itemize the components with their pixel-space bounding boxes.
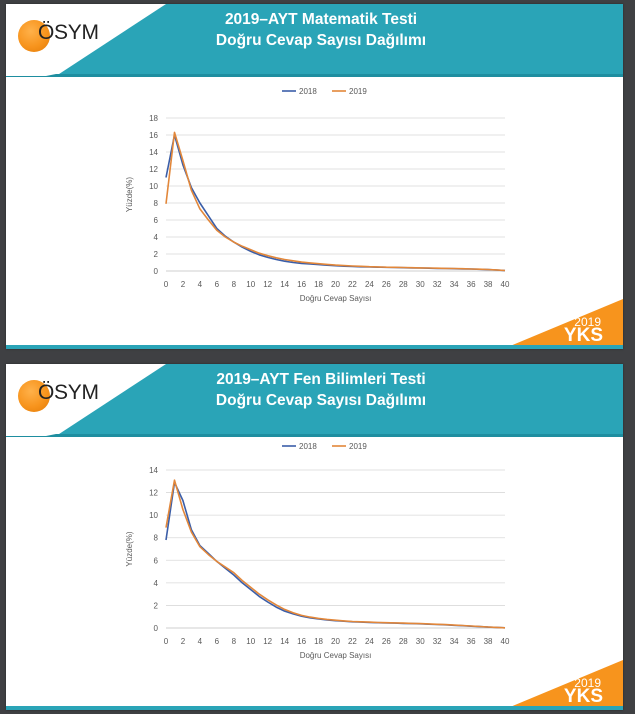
x-axis-title: Doğru Cevap Sayısı	[300, 294, 372, 303]
x-tick-label: 8	[232, 637, 237, 646]
x-tick-label: 26	[382, 280, 391, 289]
slide-title-line1: 2019–AYT Matematik Testi	[224, 11, 418, 28]
y-tick-label: 6	[154, 556, 159, 565]
x-tick-label: 34	[450, 280, 459, 289]
y-tick-label: 8	[154, 199, 159, 208]
x-axis-title: Doğru Cevap Sayısı	[300, 651, 372, 660]
x-tick-label: 38	[484, 280, 493, 289]
x-tick-label: 10	[246, 637, 255, 646]
y-tick-label: 14	[149, 466, 158, 475]
y-tick-label: 12	[149, 489, 158, 498]
x-tick-label: 32	[433, 637, 442, 646]
x-tick-label: 14	[280, 637, 289, 646]
y-tick-label: 2	[154, 601, 159, 610]
x-tick-label: 20	[331, 280, 340, 289]
x-tick-label: 40	[501, 637, 510, 646]
x-tick-label: 2	[181, 280, 186, 289]
x-tick-label: 36	[467, 280, 476, 289]
legend-label-2019: 2019	[349, 87, 367, 96]
x-tick-label: 26	[382, 637, 391, 646]
x-tick-label: 14	[280, 280, 289, 289]
x-tick-label: 6	[215, 637, 220, 646]
yks-badge-text: YKS	[563, 325, 603, 346]
legend-label-2018: 2018	[299, 87, 317, 96]
x-tick-label: 12	[263, 637, 272, 646]
y-tick-label: 4	[154, 233, 159, 242]
y-tick-label: 0	[154, 267, 159, 276]
osym-logo-text: ÖSYM	[38, 21, 99, 44]
yks-badge-text: YKS	[563, 686, 603, 707]
osym-logo-text: ÖSYM	[38, 381, 99, 404]
x-tick-label: 36	[467, 637, 476, 646]
x-tick-label: 8	[232, 280, 237, 289]
x-tick-label: 0	[164, 637, 169, 646]
slide-title-line2: Doğru Cevap Sayısı Dağılımı	[215, 32, 427, 49]
osym-logo: ÖSYM	[18, 378, 118, 412]
x-tick-label: 4	[198, 637, 203, 646]
x-tick-label: 10	[246, 280, 255, 289]
y-tick-label: 12	[149, 165, 158, 174]
x-tick-label: 32	[433, 280, 442, 289]
x-tick-label: 20	[331, 637, 340, 646]
x-tick-label: 24	[365, 637, 374, 646]
x-tick-label: 30	[416, 280, 425, 289]
bottom-bar	[6, 345, 623, 349]
x-tick-label: 16	[297, 637, 306, 646]
y-tick-label: 14	[149, 148, 158, 157]
yks-badge-year: 2019	[574, 676, 601, 690]
osym-logo: ÖSYM	[18, 18, 118, 52]
x-tick-label: 2	[181, 637, 186, 646]
x-tick-label: 0	[164, 280, 169, 289]
series-line-2019	[165, 479, 506, 629]
x-tick-label: 30	[416, 637, 425, 646]
x-tick-label: 40	[501, 280, 510, 289]
y-tick-label: 4	[154, 579, 159, 588]
header-banner	[6, 364, 623, 437]
x-tick-label: 24	[365, 280, 374, 289]
x-tick-label: 6	[215, 280, 220, 289]
x-tick-label: 28	[399, 280, 408, 289]
y-tick-label: 6	[154, 216, 159, 225]
y-axis-title: Yüzde(%)	[125, 177, 134, 212]
y-tick-label: 0	[154, 624, 159, 633]
y-tick-label: 10	[149, 511, 158, 520]
y-tick-label: 10	[149, 182, 158, 191]
x-tick-label: 18	[314, 637, 323, 646]
osym-logo-circle	[18, 20, 50, 52]
osym-logo-circle	[18, 380, 50, 412]
y-tick-label: 8	[154, 534, 159, 543]
yks-badge-year: 2019	[574, 315, 601, 329]
legend-label-2018: 2018	[299, 442, 317, 451]
x-tick-label: 34	[450, 637, 459, 646]
y-tick-label: 16	[149, 131, 158, 140]
y-tick-label: 2	[154, 250, 159, 259]
x-tick-label: 12	[263, 280, 272, 289]
x-tick-label: 18	[314, 280, 323, 289]
x-tick-label: 16	[297, 280, 306, 289]
slide-matematik: ÖSYM 2019–AYT Matematik Testi Doğru Ceva…	[6, 4, 623, 349]
slide-fen-bilimleri: ÖSYM 2019–AYT Fen Bilimleri Testi Doğru …	[6, 364, 623, 710]
x-tick-label: 4	[198, 280, 203, 289]
y-tick-label: 18	[149, 114, 158, 123]
series-line-2018	[165, 481, 506, 629]
yks-badge-bg	[503, 299, 623, 349]
x-tick-label: 28	[399, 637, 408, 646]
yks-badge-bg	[503, 660, 623, 710]
y-axis-title: Yüzde(%)	[125, 531, 134, 566]
series-line-2019	[165, 131, 506, 272]
bottom-bar	[6, 706, 623, 710]
legend-label-2019: 2019	[349, 442, 367, 451]
slide-title-line1: 2019–AYT Fen Bilimleri Testi	[216, 371, 426, 388]
x-tick-label: 38	[484, 637, 493, 646]
x-tick-label: 22	[348, 637, 357, 646]
slide-title-line2: Doğru Cevap Sayısı Dağılımı	[215, 392, 427, 409]
x-tick-label: 22	[348, 280, 357, 289]
header-banner	[6, 4, 623, 77]
